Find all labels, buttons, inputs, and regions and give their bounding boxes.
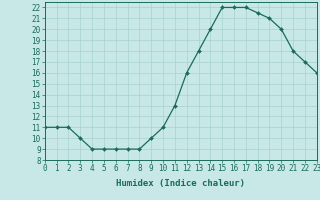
X-axis label: Humidex (Indice chaleur): Humidex (Indice chaleur) [116, 179, 245, 188]
